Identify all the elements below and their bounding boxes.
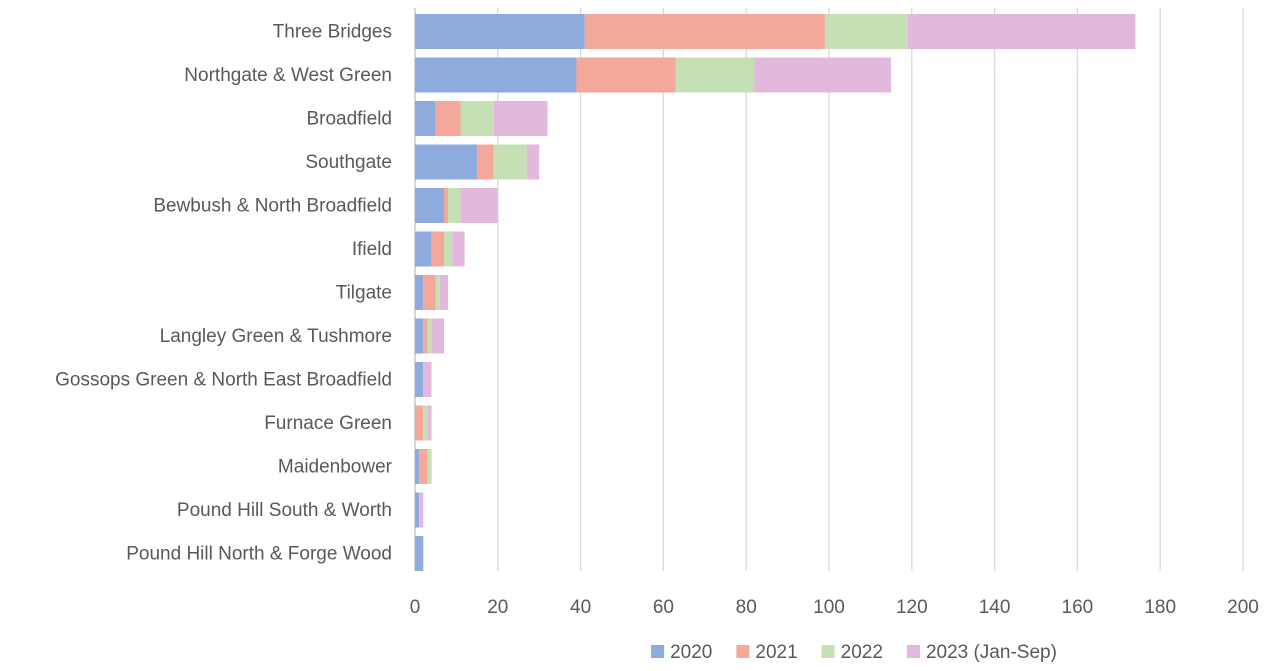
x-tick-label: 60 — [653, 597, 674, 618]
legend-swatch — [906, 645, 920, 658]
bar-segment — [443, 188, 449, 223]
x-axis-ticks: 0 20 40 60 80 100 120 140 160 180 200 — [410, 597, 1259, 618]
bar-segment — [907, 14, 1136, 49]
bar-segment — [584, 14, 825, 49]
x-tick-label: 180 — [1144, 597, 1176, 618]
bar-segment — [427, 449, 432, 484]
category-label: Tilgate — [336, 283, 392, 304]
bar-segment — [824, 14, 908, 49]
bar-segment — [435, 275, 440, 310]
bar-segment — [448, 188, 461, 223]
bar-segment — [423, 362, 432, 397]
bar-segment — [754, 57, 892, 93]
x-tick-label: 120 — [896, 597, 928, 618]
legend-item: 2020 — [651, 642, 712, 663]
bar-segment — [415, 405, 424, 441]
x-tick-label: 200 — [1227, 597, 1259, 618]
bar-segment — [493, 101, 548, 136]
legend-label: 2023 (Jan-Sep) — [926, 642, 1057, 663]
category-label: Three Bridges — [273, 22, 392, 43]
bar-segment — [415, 14, 585, 49]
category-label: Langley Green & Tushmore — [160, 326, 392, 347]
x-tick-label: 0 — [410, 597, 421, 618]
bar-segment — [493, 144, 527, 180]
category-label: Broadfield — [306, 109, 392, 130]
category-label: Ifield — [352, 239, 392, 260]
x-tick-label: 80 — [736, 597, 757, 618]
bar-layer — [415, 14, 1136, 571]
bar-segment — [431, 318, 444, 354]
legend-item: 2022 — [821, 642, 883, 663]
category-label: Maidenbower — [278, 457, 393, 478]
bar-segment — [415, 188, 444, 223]
bar-segment — [415, 275, 424, 310]
bar-segment — [423, 405, 428, 441]
bar-segment — [415, 57, 577, 93]
bar-segment — [460, 188, 498, 223]
bar-segment — [419, 449, 428, 484]
bar-segment — [526, 144, 540, 180]
category-label: Bewbush & North Broadfield — [153, 196, 392, 217]
legend-label: 2020 — [670, 642, 712, 663]
legend-item: 2023 (Jan-Sep) — [906, 642, 1057, 663]
x-tick-label: 40 — [570, 597, 591, 618]
bar-segment — [443, 231, 453, 267]
x-tick-label: 140 — [979, 597, 1011, 618]
category-label: Gossops Green & North East Broadfield — [55, 370, 392, 391]
legend-label: 2021 — [755, 642, 797, 663]
bar-segment — [419, 492, 424, 528]
category-label: Furnace Green — [264, 413, 392, 434]
category-label: Pound Hill North & Forge Wood — [126, 544, 392, 565]
x-tick-label: 20 — [487, 597, 508, 618]
legend-swatch — [651, 645, 665, 658]
bar-segment — [423, 275, 436, 310]
bar-segment — [460, 101, 494, 136]
legend-swatch — [821, 645, 835, 658]
legend-label: 2022 — [841, 642, 883, 663]
bar-segment — [415, 449, 420, 484]
bar-segment — [452, 231, 465, 267]
bar-segment — [576, 57, 676, 93]
bar-segment — [675, 57, 755, 93]
x-tick-label: 100 — [813, 597, 845, 618]
category-labels: Three Bridges Northgate & West Green Broad… — [55, 22, 393, 565]
x-tick-label: 160 — [1062, 597, 1094, 618]
bar-segment — [427, 318, 432, 354]
bar-segment — [431, 231, 444, 267]
legend: 2020 2021 2022 2023 (Jan-Sep) — [651, 642, 1057, 663]
bar-segment — [415, 318, 424, 354]
bar-segment — [415, 536, 424, 571]
legend-swatch — [736, 645, 750, 658]
legend-item: 2021 — [736, 642, 798, 663]
bar-segment — [477, 144, 494, 180]
category-label: Southgate — [305, 152, 392, 173]
bar-segment — [423, 318, 428, 354]
bar-segment — [415, 144, 478, 180]
category-label: Northgate & West Green — [184, 65, 392, 86]
bar-segment — [435, 101, 461, 136]
bar-segment — [427, 405, 432, 441]
bar-segment — [439, 275, 449, 310]
bar-segment — [415, 231, 432, 267]
bar-segment — [415, 492, 420, 528]
category-label: Pound Hill South & Worth — [177, 500, 392, 521]
bar-segment — [415, 101, 436, 136]
bar-segment — [415, 362, 424, 397]
